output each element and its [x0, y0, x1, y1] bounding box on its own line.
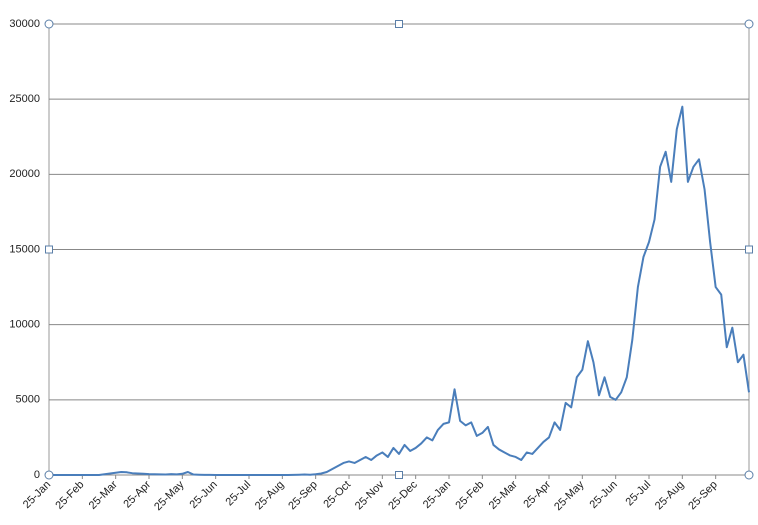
x-tick-label: 25-Sep	[686, 479, 720, 513]
handle[interactable]	[745, 245, 753, 254]
handle[interactable]	[44, 19, 54, 29]
y-tick-label: 0	[34, 469, 40, 481]
y-tick-label: 30000	[9, 18, 40, 30]
x-tick-label: 25-Dec	[386, 478, 420, 512]
x-tick-label: 25-Feb	[53, 479, 86, 512]
handle[interactable]	[44, 470, 54, 480]
x-tick-label: 25-Aug	[253, 479, 287, 513]
data-line	[49, 105, 750, 476]
y-tick-label: 15000	[9, 243, 40, 255]
x-tick-label: 25-Oct	[321, 479, 353, 511]
selection-handles[interactable]	[44, 19, 754, 480]
x-tick-label: 25-Nov	[353, 478, 387, 512]
x-tick-label: 25-May	[152, 478, 187, 513]
x-tick-label: 25-May	[552, 478, 587, 513]
x-tick-label: 25-Sep	[286, 479, 320, 513]
x-tick-label: 25-Jul	[223, 479, 253, 509]
x-tick-label: 25-Jan	[21, 479, 53, 511]
x-tick-label: 25-Apr	[121, 478, 153, 510]
x-tick-label: 25-Jun	[188, 479, 220, 511]
x-tick-label: 25-Aug	[653, 479, 687, 513]
y-tick-label: 20000	[9, 168, 40, 180]
x-tick-label: 25-Apr	[521, 478, 553, 510]
x-tick-label: 25-Feb	[453, 479, 486, 512]
handle[interactable]	[744, 470, 754, 480]
handle[interactable]	[395, 471, 403, 479]
x-tick-label: 25-Jul	[623, 479, 653, 509]
x-tick-label: 25-Mar	[487, 478, 520, 511]
y-tick-label: 5000	[16, 394, 40, 406]
handle[interactable]	[45, 245, 53, 254]
x-tick-label: 25-Jun	[588, 479, 620, 511]
y-tick-label: 10000	[9, 319, 40, 331]
x-tick-label: 25-Mar	[87, 478, 120, 511]
y-tick-label: 25000	[9, 93, 40, 105]
handle[interactable]	[744, 19, 754, 29]
handle[interactable]	[395, 20, 403, 28]
x-tick-label: 25-Jan	[421, 479, 453, 511]
